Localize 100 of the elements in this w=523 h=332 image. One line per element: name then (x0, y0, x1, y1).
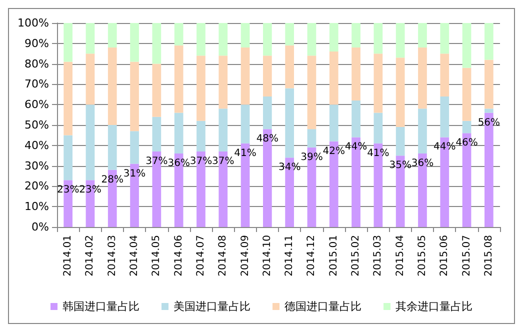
bar (262, 56, 272, 96)
legend-label: 韩国进口量占比 (62, 300, 140, 313)
bar (484, 60, 494, 109)
bar (440, 96, 450, 138)
data-label: 39% (300, 152, 323, 163)
bar (130, 23, 139, 62)
y-tick-label: 90% (24, 36, 49, 50)
bar (374, 112, 383, 144)
bar (130, 131, 139, 164)
bar (329, 104, 338, 142)
x-tick-label: 2014.10 (262, 235, 273, 276)
bar (262, 96, 272, 130)
x-tick-label: 2014.04 (129, 235, 140, 276)
x-tick-label: 2014.11 (284, 235, 296, 276)
bar (64, 23, 73, 62)
x-tick-label: 2014.05 (151, 235, 162, 276)
bar (86, 104, 95, 180)
bar (174, 23, 184, 46)
data-label: 23% (56, 184, 80, 196)
bar (196, 56, 206, 121)
bar (86, 23, 95, 54)
x-tick-label: 2015.06 (439, 235, 450, 276)
bar (152, 23, 162, 64)
y-tick-label: 40% (24, 138, 49, 152)
y-tick-label: 100% (18, 16, 49, 30)
bar (462, 23, 472, 68)
bar (285, 23, 294, 46)
bar (130, 62, 139, 132)
x-tick-label: 2014.06 (173, 235, 184, 276)
bar (396, 127, 405, 156)
bar (108, 23, 117, 48)
y-tick-label: 80% (24, 57, 49, 70)
x-tick-label: 2014.03 (106, 235, 118, 276)
x-tick-label: 2014.12 (306, 235, 318, 276)
bar (484, 108, 494, 113)
bar (152, 64, 162, 117)
y-tick-label: 20% (24, 180, 49, 193)
bar (196, 23, 206, 56)
bar (285, 45, 294, 88)
bar (307, 56, 316, 130)
bar (418, 23, 427, 48)
y-tick-label: 60% (24, 98, 49, 112)
y-tick-label: 0% (32, 220, 49, 234)
x-tick-label: 2015.03 (372, 235, 384, 276)
y-tick-label: 30% (24, 159, 49, 172)
bar (329, 52, 338, 105)
data-label: 37% (146, 156, 168, 168)
legend-label: 德国进口量占比 (284, 300, 362, 313)
data-label: 34% (278, 162, 301, 174)
bar (108, 47, 117, 125)
bar (285, 88, 294, 158)
x-tick-label: 2015.05 (416, 235, 428, 276)
bar (108, 125, 117, 170)
y-tick-label: 10% (24, 200, 49, 214)
data-label: 41% (367, 148, 390, 159)
bar (396, 23, 405, 58)
bar (174, 112, 184, 154)
bar (64, 135, 73, 180)
bar (240, 104, 250, 144)
bar (64, 62, 73, 136)
legend-label: 美国进口量占比 (174, 300, 250, 313)
bar (329, 23, 338, 52)
data-label: 46% (456, 138, 478, 149)
bar (396, 58, 405, 128)
bar (152, 116, 162, 152)
bar (218, 108, 228, 152)
data-label: 42% (322, 146, 345, 157)
legend-label: 其余进口量占比 (396, 300, 472, 313)
x-tick-label: 2014.02 (84, 235, 96, 276)
bar (218, 23, 228, 56)
x-tick-label: 2014.09 (240, 235, 251, 276)
bar (352, 47, 360, 101)
data-label: 48% (256, 134, 279, 145)
data-label: 37% (212, 156, 234, 168)
x-tick-label: 2015.01 (328, 235, 340, 276)
bar (307, 129, 316, 148)
bar (86, 54, 95, 105)
x-tick-label: 2015.04 (394, 235, 406, 276)
y-tick-label: 50% (24, 118, 49, 132)
x-tick-label: 2014.07 (195, 235, 206, 276)
bar (352, 23, 360, 48)
x-tick-label: 2015.08 (483, 235, 494, 276)
bar (174, 45, 184, 113)
y-tick-label: 70% (24, 78, 49, 91)
data-label: 44% (344, 142, 368, 153)
data-label: 44% (434, 142, 456, 153)
bar (374, 54, 383, 113)
bar (418, 108, 427, 154)
x-tick-label: 2014.01 (62, 235, 74, 276)
x-tick-label: 2015.02 (350, 235, 362, 276)
x-tick-label: 2015.07 (461, 235, 472, 276)
bar (240, 23, 250, 48)
data-label: 37% (190, 156, 212, 168)
data-label: 23% (79, 184, 102, 196)
bar (462, 120, 472, 134)
bar (484, 23, 494, 60)
bar (218, 56, 228, 109)
data-label: 31% (123, 168, 146, 180)
bar (440, 23, 450, 54)
data-label: 36% (411, 158, 434, 170)
